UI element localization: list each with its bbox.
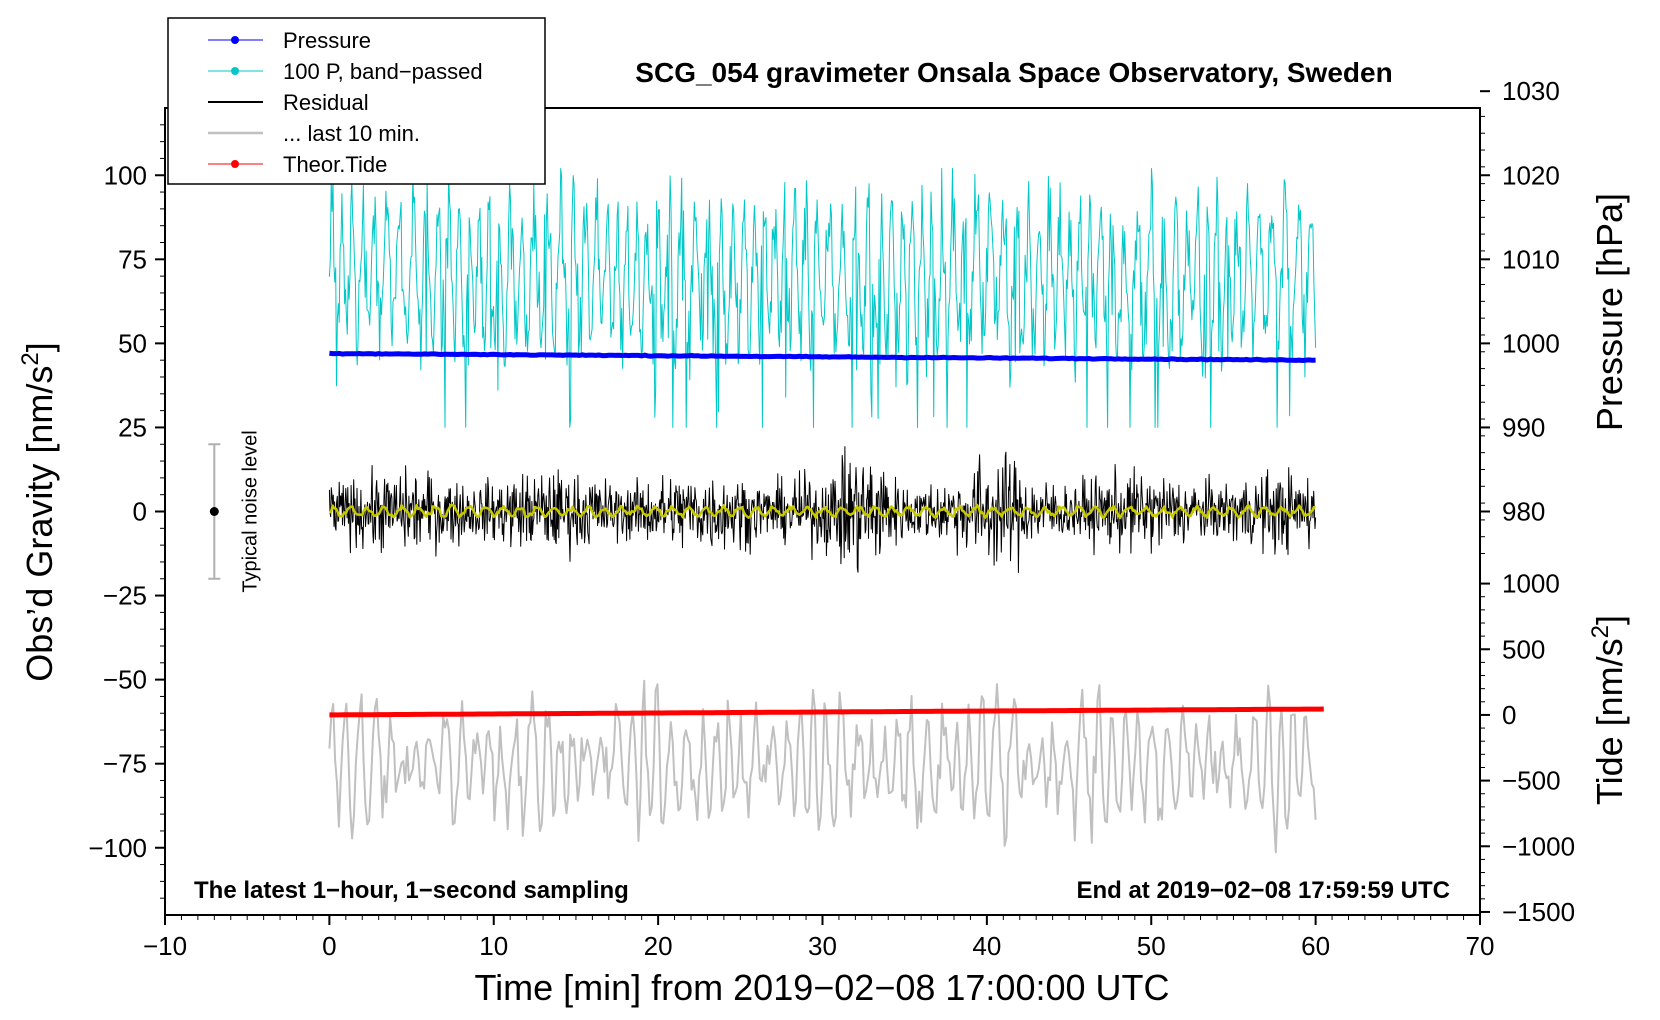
y-pressure-tick-label: 1000 xyxy=(1502,328,1560,358)
noise-indicator: Typical noise level xyxy=(208,430,261,593)
series-theor-tide xyxy=(329,706,1324,718)
x-tick-label: 70 xyxy=(1466,931,1495,961)
noise-label: Typical noise level xyxy=(239,430,261,592)
y-pressure-tick-label: 1010 xyxy=(1502,244,1560,274)
series-residual-smoothed xyxy=(328,503,1316,520)
legend-dot-band-passed xyxy=(231,67,239,75)
y-left-tick-label: 0 xyxy=(133,497,147,527)
x-tick-label: −10 xyxy=(143,931,187,961)
y-tide-tick-label: −500 xyxy=(1502,766,1561,796)
y-left-tick-label: 75 xyxy=(118,244,147,274)
y-axis-left-label: Obs’d Gravity [nm/s2] xyxy=(17,342,60,681)
x-tick-label: 0 xyxy=(322,931,336,961)
legend-box xyxy=(167,17,546,185)
chart-title: SCG_054 gravimeter Onsala Space Observat… xyxy=(635,57,1392,88)
y-tide-tick-label: 1000 xyxy=(1502,569,1560,599)
y-left-tick-label: −75 xyxy=(103,749,147,779)
y-axis-tide-label: Tide [nm/s2] xyxy=(1587,615,1630,805)
y-tide-tick-label: 0 xyxy=(1502,700,1516,730)
series-layer xyxy=(328,168,1324,854)
legend-dot-pressure xyxy=(231,36,239,44)
legend-item-last-10-min: ... last 10 min. xyxy=(208,121,420,146)
series-band-passed xyxy=(328,168,1317,428)
y-left-tick-label: −25 xyxy=(103,581,147,611)
y-left-tick-label: 50 xyxy=(118,328,147,358)
y-pressure-tick-label: 1030 xyxy=(1502,76,1560,106)
noise-center-dot xyxy=(209,507,219,516)
y-left-tick-label: 25 xyxy=(118,412,147,442)
annotation-end-time: End at 2019−02−08 17:59:59 UTC xyxy=(1076,877,1450,904)
annotation-latest-hour: The latest 1−hour, 1−second sampling xyxy=(194,877,629,904)
series-last-10-min xyxy=(328,679,1317,854)
y-left-tick-label: −100 xyxy=(88,833,147,863)
legend-item-theor-tide: Theor.Tide xyxy=(208,152,387,177)
y-tide-tick-label: −1000 xyxy=(1502,831,1575,861)
legend-dot-theor-tide xyxy=(231,160,239,168)
legend-label-pressure: Pressure xyxy=(283,28,371,53)
x-axis-label: Time [min] from 2019−02−08 17:00:00 UTC xyxy=(474,967,1169,1008)
y-tide-tick-label: −1500 xyxy=(1502,897,1575,927)
x-tick-label: 10 xyxy=(479,931,508,961)
y-left-tick-label: −50 xyxy=(103,665,147,695)
legend-label-last-10-min: ... last 10 min. xyxy=(283,121,420,146)
legend-label-theor-tide: Theor.Tide xyxy=(283,152,387,177)
y-pressure-tick-label: 980 xyxy=(1502,497,1545,527)
legend-item-pressure: Pressure xyxy=(208,28,371,53)
legend-item-residual: Residual xyxy=(208,90,369,115)
series-residual xyxy=(328,446,1317,573)
y-left-tick-label: 100 xyxy=(104,160,147,190)
legend: Pressure 100 P, band−passed Residual ...… xyxy=(167,17,546,185)
series-pressure xyxy=(329,350,1316,363)
y-pressure-tick-label: 990 xyxy=(1502,412,1545,442)
y-axis-pressure-label: Pressure [hPa] xyxy=(1589,193,1630,431)
x-tick-label: 40 xyxy=(972,931,1001,961)
legend-item-band-passed: 100 P, band−passed xyxy=(208,59,483,84)
legend-label-band-passed: 100 P, band−passed xyxy=(283,59,483,84)
legend-label-residual: Residual xyxy=(283,90,369,115)
axis-layer: −10 0 10 20 30 40 50 60 701007550250−25−50−75−10… xyxy=(88,76,1575,961)
x-tick-label: 20 xyxy=(644,931,673,961)
x-tick-label: 30 xyxy=(808,931,837,961)
x-tick-label: 50 xyxy=(1137,931,1166,961)
y-pressure-tick-label: 1020 xyxy=(1502,160,1560,190)
y-tide-tick-label: 500 xyxy=(1502,634,1545,664)
x-tick-label: 60 xyxy=(1301,931,1330,961)
